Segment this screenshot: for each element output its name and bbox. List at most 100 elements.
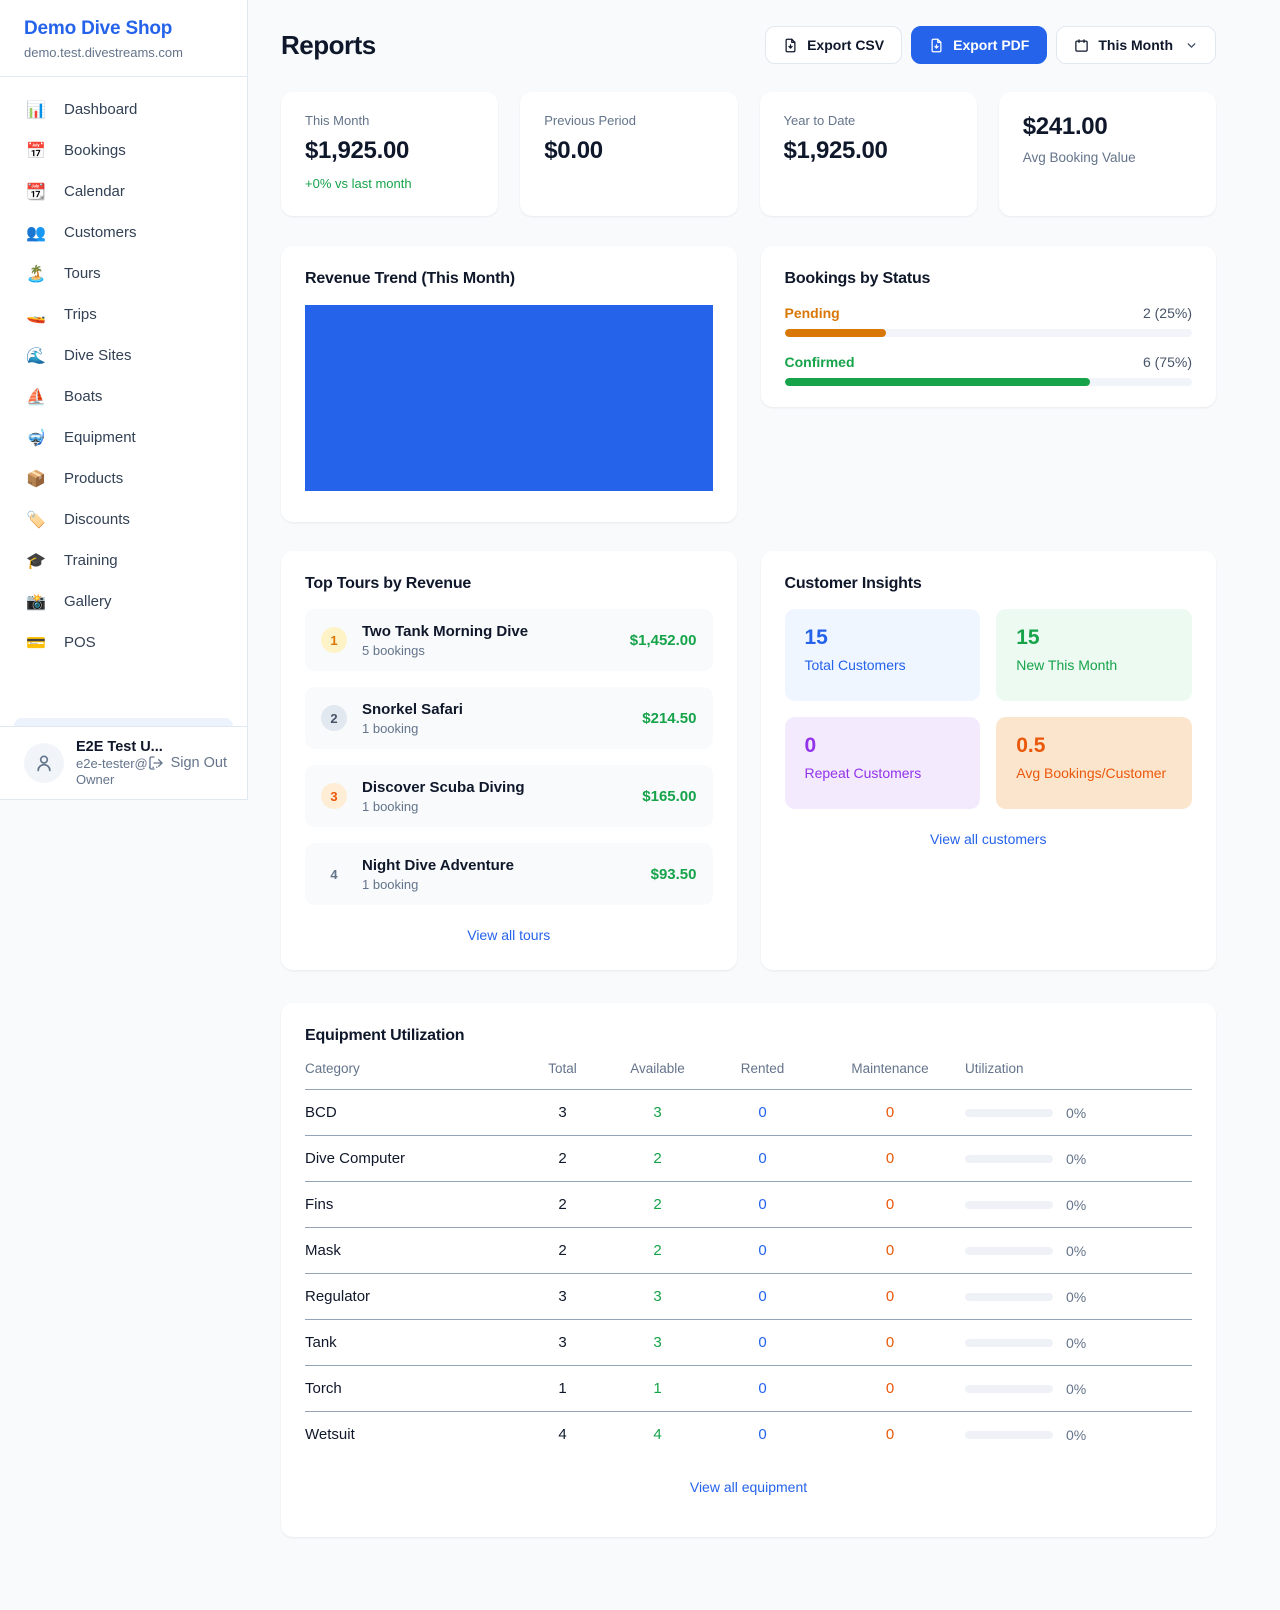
status-rows: Pending 2 (25%) Confirmed 6 (75%) (784, 305, 1192, 386)
equipment-table-row: Wetsuit 4 4 0 0 0% (305, 1412, 1192, 1457)
sidebar-nav-item[interactable]: 🏝️ Tours (0, 253, 247, 294)
cell-available: 2 (653, 1242, 662, 1259)
sidebar-nav-item[interactable]: 🤿 Equipment (0, 417, 247, 458)
equipment-utilization-title: Equipment Utilization (305, 1027, 465, 1044)
cell-category: Fins (305, 1196, 334, 1213)
col-header-total: Total (548, 1061, 577, 1076)
tour-bookings-count: 5 bookings (362, 642, 425, 658)
status-bar-track (784, 329, 1192, 337)
stat-label: Previous Period (544, 113, 637, 128)
utilization-bar (965, 1108, 1053, 1117)
tour-revenue: $165.00 (642, 787, 697, 805)
sidebar-nav-item[interactable]: 🎓 Training (0, 540, 247, 581)
bookings-by-status-card: Bookings by Status Pending 2 (25%) (760, 246, 1216, 407)
sidebar-nav-item[interactable]: ⛵ Boats (0, 376, 247, 417)
cell-rented: 0 (758, 1104, 767, 1121)
sidebar-nav-item[interactable]: 🚤 Trips (0, 294, 247, 335)
bookings-by-status-title: Bookings by Status (784, 270, 931, 287)
col-header-available: Available (630, 1061, 685, 1076)
equipment-table-header: Category Total Available Rented Maintena… (305, 1061, 1192, 1090)
file-download-icon (929, 38, 944, 53)
sidebar-nav-item[interactable]: 📊 Dashboard (0, 89, 247, 130)
stat-value: $1,925.00 (783, 137, 888, 164)
equipment-table-row: Regulator 3 3 0 0 0% (305, 1274, 1192, 1320)
insight-value: 0.5 (1016, 734, 1046, 757)
sign-out-button[interactable]: Sign Out (148, 755, 227, 771)
insight-label: Total Customers (804, 657, 906, 673)
equipment-utilization-card: Equipment Utilization Category Total Ava… (281, 1003, 1216, 1537)
view-all-equipment-link[interactable]: View all equipment (689, 1479, 808, 1495)
nav-item-label: Calendar (64, 183, 125, 200)
sidebar-nav-item[interactable]: 👥 Customers (0, 212, 247, 253)
status-label: Confirmed (784, 354, 855, 370)
view-all-customers-link[interactable]: View all customers (930, 831, 1047, 847)
tour-name: Discover Scuba Diving (362, 778, 525, 796)
cell-available: 4 (653, 1426, 662, 1443)
period-dropdown[interactable]: This Month (1056, 26, 1216, 64)
insight-tiles: 15 Total Customers 15 New This Month 0 R… (784, 609, 1192, 809)
insight-value: 15 (1016, 626, 1040, 649)
view-all-tours-link[interactable]: View all tours (467, 927, 551, 943)
sidebar: Demo Dive Shop demo.test.divestreams.com… (0, 0, 248, 800)
status-row: Confirmed 6 (75%) (784, 354, 1192, 386)
status-value: 2 (25%) (1142, 305, 1192, 321)
utilization-bar (965, 1292, 1053, 1301)
user-avatar-icon (24, 743, 64, 783)
sidebar-nav-item[interactable]: 📅 Bookings (0, 130, 247, 171)
cell-maintenance: 0 (885, 1288, 895, 1305)
utilization-percent: 0% (1066, 1150, 1087, 1167)
cell-available: 2 (653, 1150, 662, 1167)
sign-out-icon (148, 755, 164, 771)
stat-value: $1,925.00 (305, 137, 410, 164)
stat-label: Avg Booking Value (1022, 150, 1136, 165)
nav-item-icon: 📊 (26, 101, 46, 119)
sidebar-nav-item[interactable]: 💳 POS (0, 622, 247, 663)
insight-tile: 0.5 Avg Bookings/Customer (996, 717, 1192, 809)
sidebar-nav-item[interactable]: 🌊 Dive Sites (0, 335, 247, 376)
sidebar-nav-item[interactable]: 📆 Calendar (0, 171, 247, 212)
tour-name: Night Dive Adventure (362, 856, 514, 874)
stat-value: $0.00 (544, 137, 603, 164)
export-pdf-button[interactable]: Export PDF (911, 26, 1048, 64)
tour-name: Snorkel Safari (362, 700, 463, 718)
cell-utilization: 0% (965, 1427, 1192, 1443)
cell-utilization: 0% (965, 1105, 1192, 1121)
nav-item-label: Tours (64, 265, 101, 282)
stat-card-year-to-date: Year to Date $1,925.00 (759, 92, 977, 216)
tour-bookings-count: 1 booking (362, 720, 419, 736)
nav-item-label: Products (64, 470, 124, 487)
status-bar-fill (784, 329, 887, 337)
cell-rented: 0 (758, 1288, 767, 1305)
tour-list-item: 4 Night Dive Adventure 1 booking $93.50 (305, 843, 713, 905)
nav-item-icon: 🏝️ (26, 265, 46, 283)
sidebar-nav-item[interactable]: 📸 Gallery (0, 581, 247, 622)
top-tours-list: 1 Two Tank Morning Dive 5 bookings $1,45… (305, 609, 713, 905)
lists-row: Top Tours by Revenue 1 Two Tank Morning … (281, 551, 1216, 970)
cell-maintenance: 0 (885, 1196, 895, 1213)
cell-rented: 0 (758, 1196, 767, 1213)
export-csv-button[interactable]: Export CSV (765, 26, 903, 64)
status-bar-track (784, 378, 1192, 386)
cell-maintenance: 0 (885, 1334, 895, 1351)
customer-insights-card: Customer Insights 15 Total Customers 15 … (760, 551, 1216, 970)
calendar-icon (1074, 38, 1089, 53)
stat-card-this-month: This Month $1,925.00 +0% vs last month (281, 92, 499, 216)
user-role: Owner (76, 772, 115, 787)
shop-name: Demo Dive Shop (24, 18, 173, 39)
sidebar-nav-item[interactable]: 🏷️ Discounts (0, 499, 247, 540)
tour-list-item: 3 Discover Scuba Diving 1 booking $165.0… (305, 765, 713, 827)
utilization-percent: 0% (1066, 1196, 1087, 1213)
user-meta: E2E Test U... e2e-tester@... Owner (76, 739, 163, 787)
insight-value: 15 (804, 626, 828, 649)
utilization-percent: 0% (1066, 1104, 1087, 1121)
cell-rented: 0 (758, 1380, 767, 1397)
cell-available: 1 (653, 1380, 662, 1397)
cell-category: Torch (305, 1380, 342, 1397)
tour-revenue: $93.50 (650, 865, 697, 883)
rank-badge: 4 (330, 866, 338, 882)
cell-rented: 0 (758, 1426, 767, 1443)
sidebar-nav-item[interactable]: 📦 Products (0, 458, 247, 499)
cell-category: BCD (305, 1104, 337, 1121)
nav-item-icon: 🤿 (26, 429, 46, 447)
equipment-table-row: BCD 3 3 0 0 0% (305, 1090, 1192, 1136)
